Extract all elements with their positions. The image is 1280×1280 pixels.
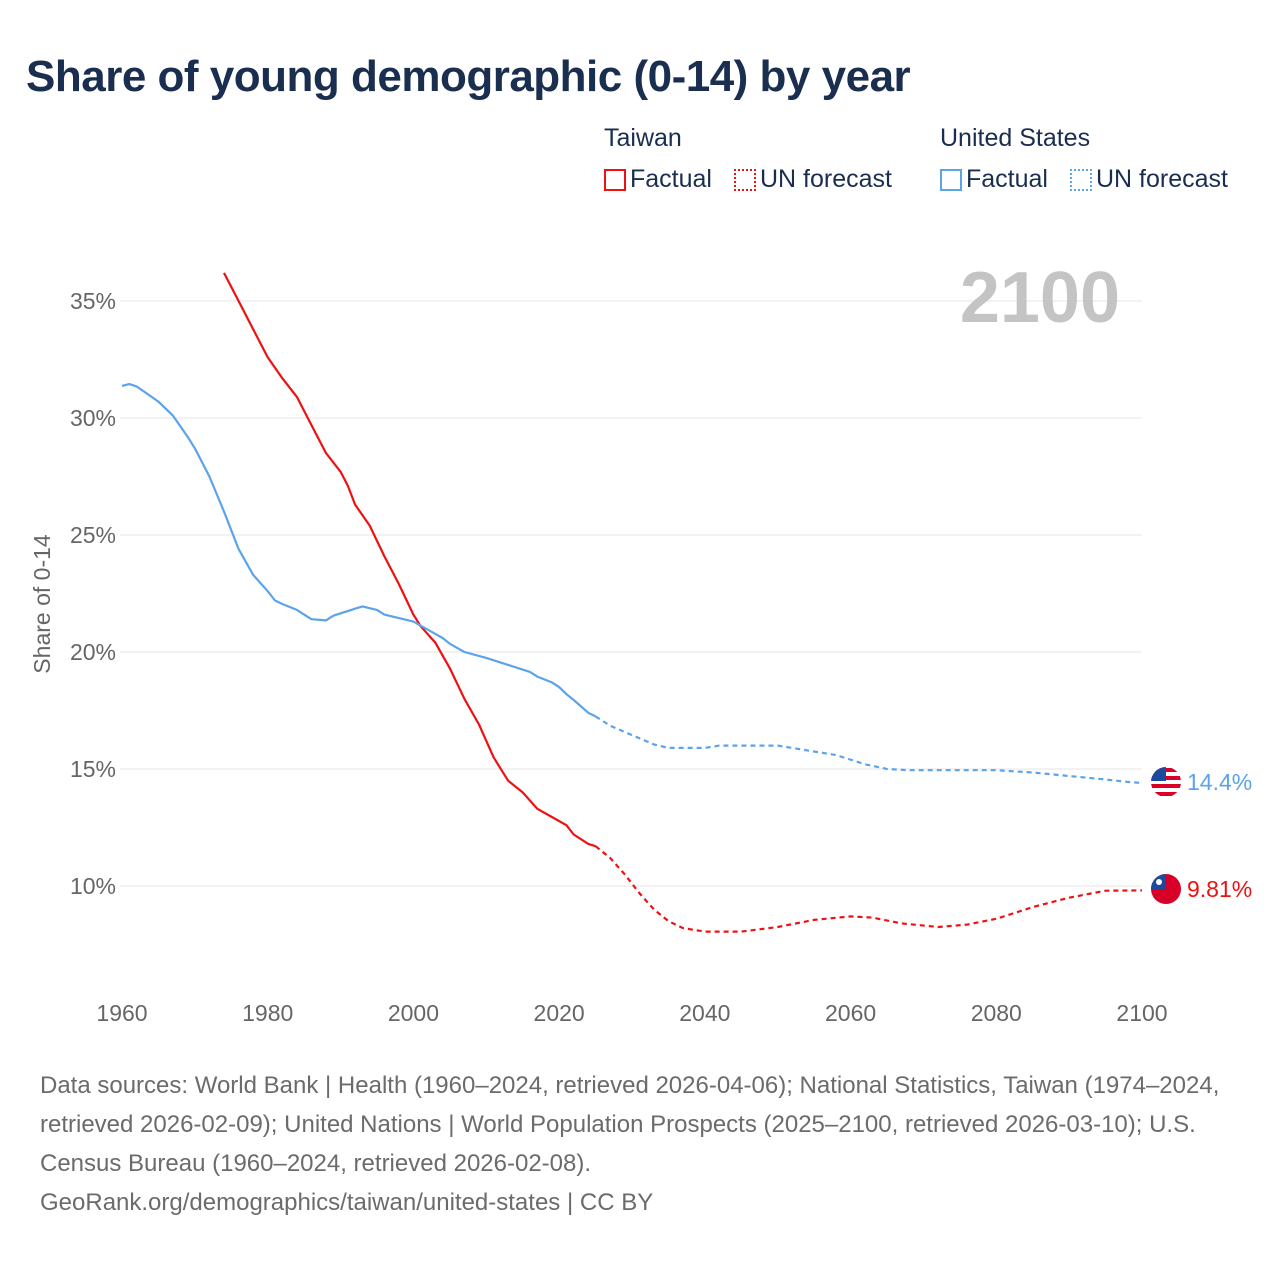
chart-title: Share of young demographic (0-14) by yea… (26, 52, 911, 101)
y-tick-label: 30% (70, 405, 116, 431)
x-tick-label: 2100 (1116, 1000, 1167, 1026)
taiwan-flag-icon (1151, 874, 1181, 904)
credit-link[interactable]: GeoRank.org/demographics/taiwan/united-s… (40, 1189, 654, 1216)
x-tick-label: 2040 (679, 1000, 730, 1026)
year-watermark: 2100 (960, 258, 1120, 338)
y-tick-label: 20% (70, 639, 116, 665)
y-axis-label: Share of 0-14 (29, 534, 55, 674)
legend-taiwan-title: Taiwan (604, 124, 682, 152)
us-end-label: 14.4% (1187, 769, 1252, 795)
legend-label: Factual (966, 165, 1048, 193)
y-tick-label: 15% (70, 756, 116, 782)
x-tick-label: 1960 (96, 1000, 147, 1026)
legend-label: Factual (630, 165, 712, 193)
solid-swatch-icon (940, 168, 962, 191)
dotted-swatch-icon (733, 168, 756, 191)
us-flag-icon (1151, 767, 1181, 797)
x-tick-label: 2020 (534, 1000, 585, 1026)
taiwan-forecast-line (594, 845, 1143, 933)
legend-us-factual[interactable]: Factual (940, 165, 1048, 194)
legend-label: UN forecast (759, 165, 892, 193)
dotted-swatch-icon (1069, 168, 1092, 191)
taiwan-factual-line (223, 272, 596, 848)
taiwan-end-label: 9.81% (1187, 876, 1252, 902)
united-states-forecast-line (595, 715, 1143, 785)
x-tick-label: 2080 (971, 1000, 1022, 1026)
legend-taiwan-forecast[interactable]: UN forecast (733, 165, 892, 194)
y-tick-label: 25% (70, 522, 116, 548)
legend-us-forecast[interactable]: UN forecast (1069, 165, 1228, 194)
footer: Data sources: World Bank | Health (1960–… (40, 1066, 1250, 1222)
line-chart: 10% 15% 20% 25% 30% 35% 1960 1980 2000 2020 2040 20… (29, 258, 1252, 1026)
legend-us-title: United States (940, 124, 1091, 152)
y-tick-label: 10% (70, 873, 116, 899)
legend-taiwan: Taiwan Factual UN forecast (604, 124, 908, 194)
legend-label: UN forecast (1095, 165, 1228, 193)
legend-us: United States Factual UN forecast (940, 124, 1228, 194)
legend-taiwan-factual[interactable]: Factual (604, 165, 712, 194)
y-tick-label: 35% (70, 288, 116, 314)
solid-swatch-icon (604, 168, 626, 191)
data-sources: Data sources: World Bank | Health (1960–… (40, 1072, 1220, 1177)
x-tick-label: 2060 (825, 1000, 876, 1026)
x-tick-label: 2000 (388, 1000, 439, 1026)
united-states-factual-line (121, 383, 597, 718)
x-tick-label: 1980 (242, 1000, 293, 1026)
